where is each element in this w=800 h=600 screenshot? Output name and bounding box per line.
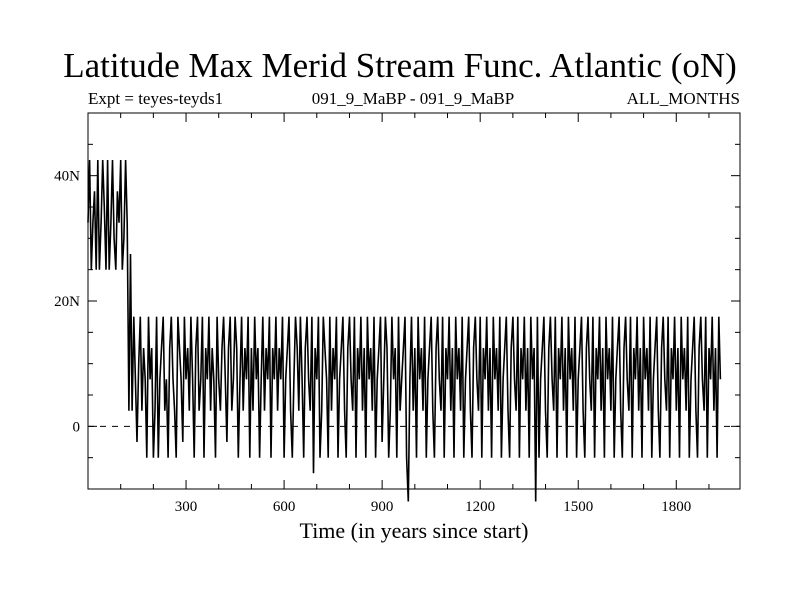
x-tick-label: 1200 xyxy=(465,499,495,515)
x-tick-label: 1500 xyxy=(563,499,593,515)
y-tick-label: 20N xyxy=(54,294,80,310)
series-line xyxy=(87,159,722,502)
y-tick-label: 0 xyxy=(73,419,81,435)
axis-tick-labels: 300 600 900 1200 1500 1800 0 20N 40N xyxy=(54,169,691,515)
x-tick-label: 600 xyxy=(273,499,296,515)
months-label: ALL_MONTHS xyxy=(626,89,740,108)
y-tick-label: 40N xyxy=(54,169,80,185)
x-axis-label: Time (in years since start) xyxy=(299,518,529,543)
x-tick-label: 300 xyxy=(175,499,198,515)
x-tick-label: 1800 xyxy=(661,499,691,515)
experiment-label: Expt = teyes-teyds1 xyxy=(88,89,224,108)
chart-title: Latitude Max Merid Stream Func. Atlantic… xyxy=(63,46,737,85)
axis-ticks xyxy=(88,113,740,489)
period-label: 091_9_MaBP - 091_9_MaBP xyxy=(311,89,515,108)
x-tick-label: 900 xyxy=(371,499,394,515)
